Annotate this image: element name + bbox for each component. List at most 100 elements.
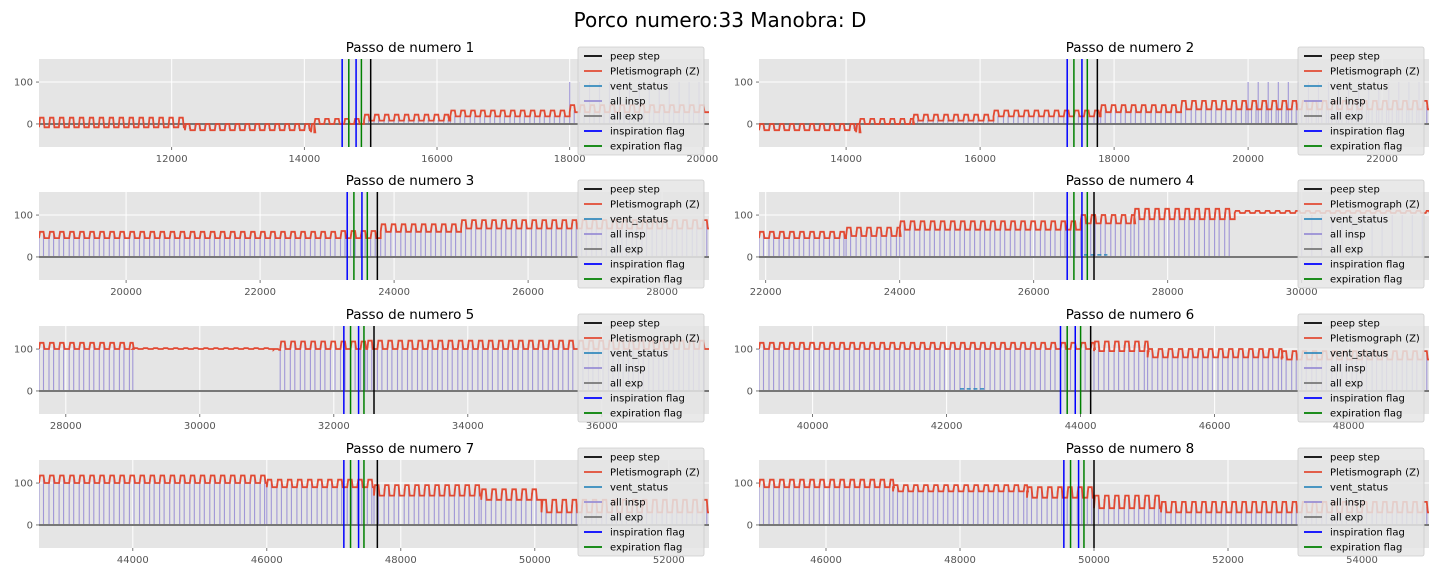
x-tick-label: 16000 <box>964 154 996 165</box>
x-tick-label: 44000 <box>1065 421 1097 432</box>
y-tick-label: 0 <box>747 119 753 130</box>
x-tick-label: 32000 <box>318 421 350 432</box>
legend: peep step Pletismograph (Z) vent_statusall… <box>577 447 705 557</box>
x-tick-label: 48000 <box>1333 421 1365 432</box>
legend-entry: vent_status <box>1330 82 1388 93</box>
legend-box <box>577 46 705 156</box>
legend: peep step Pletismograph (Z) vent_statusall… <box>1297 447 1425 557</box>
legend-entry: vent_status <box>1330 215 1388 226</box>
y-tick-label: 0 <box>27 386 33 397</box>
x-tick-label: 42000 <box>931 421 963 432</box>
subplot-4: 22000 24000 26000 28000 30000 0 100 Passo de nu… <box>734 173 1429 298</box>
subplot-6: 40000 42000 44000 46000 48000 0 100 Passo de nu… <box>734 307 1429 432</box>
x-tick-label: 34000 <box>452 421 484 432</box>
legend-box <box>1297 46 1425 156</box>
subplot-2: 14000 16000 18000 20000 22000 0 100 Passo de nu… <box>734 40 1429 165</box>
legend: peep step Pletismograph (Z) vent_statusall… <box>1297 313 1425 423</box>
legend-entry: Pletismograph (Z) <box>1330 334 1420 345</box>
legend-entry: peep step <box>610 319 660 330</box>
subplot-title: Passo de numero 1 <box>346 40 475 56</box>
legend-entry: vent_status <box>610 215 668 226</box>
x-tick-label: 46000 <box>1199 421 1231 432</box>
x-tick-label: 50000 <box>519 555 551 566</box>
x-tick-label: 30000 <box>184 421 216 432</box>
legend-entry: all exp <box>610 112 643 123</box>
y-tick-label: 0 <box>747 520 753 531</box>
legend-entry: Pletismograph (Z) <box>610 67 700 78</box>
y-tick-label: 100 <box>734 78 753 89</box>
legend-entry: all insp <box>610 230 646 241</box>
legend-entry: Pletismograph (Z) <box>610 334 700 345</box>
y-tick-label: 100 <box>734 345 753 356</box>
y-tick-label: 100 <box>14 78 33 89</box>
x-tick-label: 20000 <box>686 154 718 165</box>
x-tick-label: 18000 <box>554 154 586 165</box>
y-tick-label: 100 <box>14 211 33 222</box>
legend-entry: Pletismograph (Z) <box>1330 200 1420 211</box>
legend-entry: inspiration flag <box>1330 127 1405 138</box>
x-tick-label: 22000 <box>244 287 276 298</box>
x-tick-label: 36000 <box>586 421 618 432</box>
legend-entry: peep step <box>1330 319 1380 330</box>
x-tick-label: 46000 <box>810 555 842 566</box>
legend-entry: vent_status <box>610 483 668 494</box>
legend-entry: all insp <box>610 498 646 509</box>
legend-entry: expiration flag <box>610 543 682 554</box>
y-tick-label: 0 <box>747 252 753 263</box>
subplot-title: Passo de numero 8 <box>1066 441 1195 457</box>
x-tick-label: 30000 <box>1286 287 1318 298</box>
legend-entry: all exp <box>1330 379 1363 390</box>
legend-entry: inspiration flag <box>610 528 685 539</box>
legend-entry: expiration flag <box>610 409 682 420</box>
subplot-title: Passo de numero 7 <box>346 441 475 457</box>
legend-entry: Pletismograph (Z) <box>1330 468 1420 479</box>
legend-entry: vent_status <box>1330 349 1388 360</box>
legend-box <box>577 179 705 289</box>
x-tick-label: 46000 <box>251 555 283 566</box>
legend-entry: all insp <box>1330 498 1366 509</box>
x-tick-label: 28000 <box>1152 287 1184 298</box>
legend-entry: inspiration flag <box>1330 528 1405 539</box>
x-tick-label: 16000 <box>421 154 453 165</box>
legend: peep step Pletismograph (Z) vent_statusall… <box>577 313 705 423</box>
subplot-title: Passo de numero 3 <box>346 173 475 189</box>
legend-entry: all insp <box>1330 364 1366 375</box>
legend-box <box>1297 447 1425 557</box>
legend-entry: inspiration flag <box>1330 394 1405 405</box>
legend-entry: all insp <box>1330 230 1366 241</box>
x-tick-label: 26000 <box>1018 287 1050 298</box>
legend-box <box>1297 313 1425 423</box>
subplot-title: Passo de numero 2 <box>1066 40 1195 56</box>
legend-entry: peep step <box>610 52 660 63</box>
x-tick-label: 22000 <box>1366 154 1398 165</box>
legend-entry: Pletismograph (Z) <box>610 468 700 479</box>
figure-title: Porco numero:33 Manobra: D <box>574 8 867 32</box>
subplot-grid: 12000 14000 16000 18000 20000 0 100 Passo de nu… <box>14 40 1429 566</box>
x-tick-label: 20000 <box>110 287 142 298</box>
x-tick-label: 28000 <box>646 287 678 298</box>
legend-entry: peep step <box>610 185 660 196</box>
subplot-title: Passo de numero 4 <box>1066 173 1195 189</box>
subplot-7: 44000 46000 48000 50000 52000 0 100 Passo de nu… <box>14 441 709 566</box>
y-tick-label: 0 <box>747 386 753 397</box>
legend: peep step Pletismograph (Z) vent_statusall… <box>1297 46 1425 156</box>
y-tick-label: 100 <box>734 211 753 222</box>
legend-entry: vent_status <box>1330 483 1388 494</box>
legend-entry: all insp <box>610 364 646 375</box>
legend-box <box>1297 179 1425 289</box>
legend-entry: peep step <box>610 453 660 464</box>
x-tick-label: 28000 <box>50 421 82 432</box>
legend-entry: vent_status <box>610 82 668 93</box>
legend-entry: all exp <box>1330 112 1363 123</box>
legend-entry: expiration flag <box>610 275 682 286</box>
x-tick-label: 14000 <box>830 154 862 165</box>
subplot-8: 46000 48000 50000 52000 54000 0 100 Passo de nu… <box>734 441 1429 566</box>
legend-entry: expiration flag <box>610 142 682 153</box>
legend: peep step Pletismograph (Z) vent_statusall… <box>577 179 705 289</box>
x-tick-label: 24000 <box>378 287 410 298</box>
y-tick-label: 100 <box>14 345 33 356</box>
x-tick-label: 14000 <box>288 154 320 165</box>
legend-box <box>577 313 705 423</box>
legend-entry: peep step <box>1330 52 1380 63</box>
